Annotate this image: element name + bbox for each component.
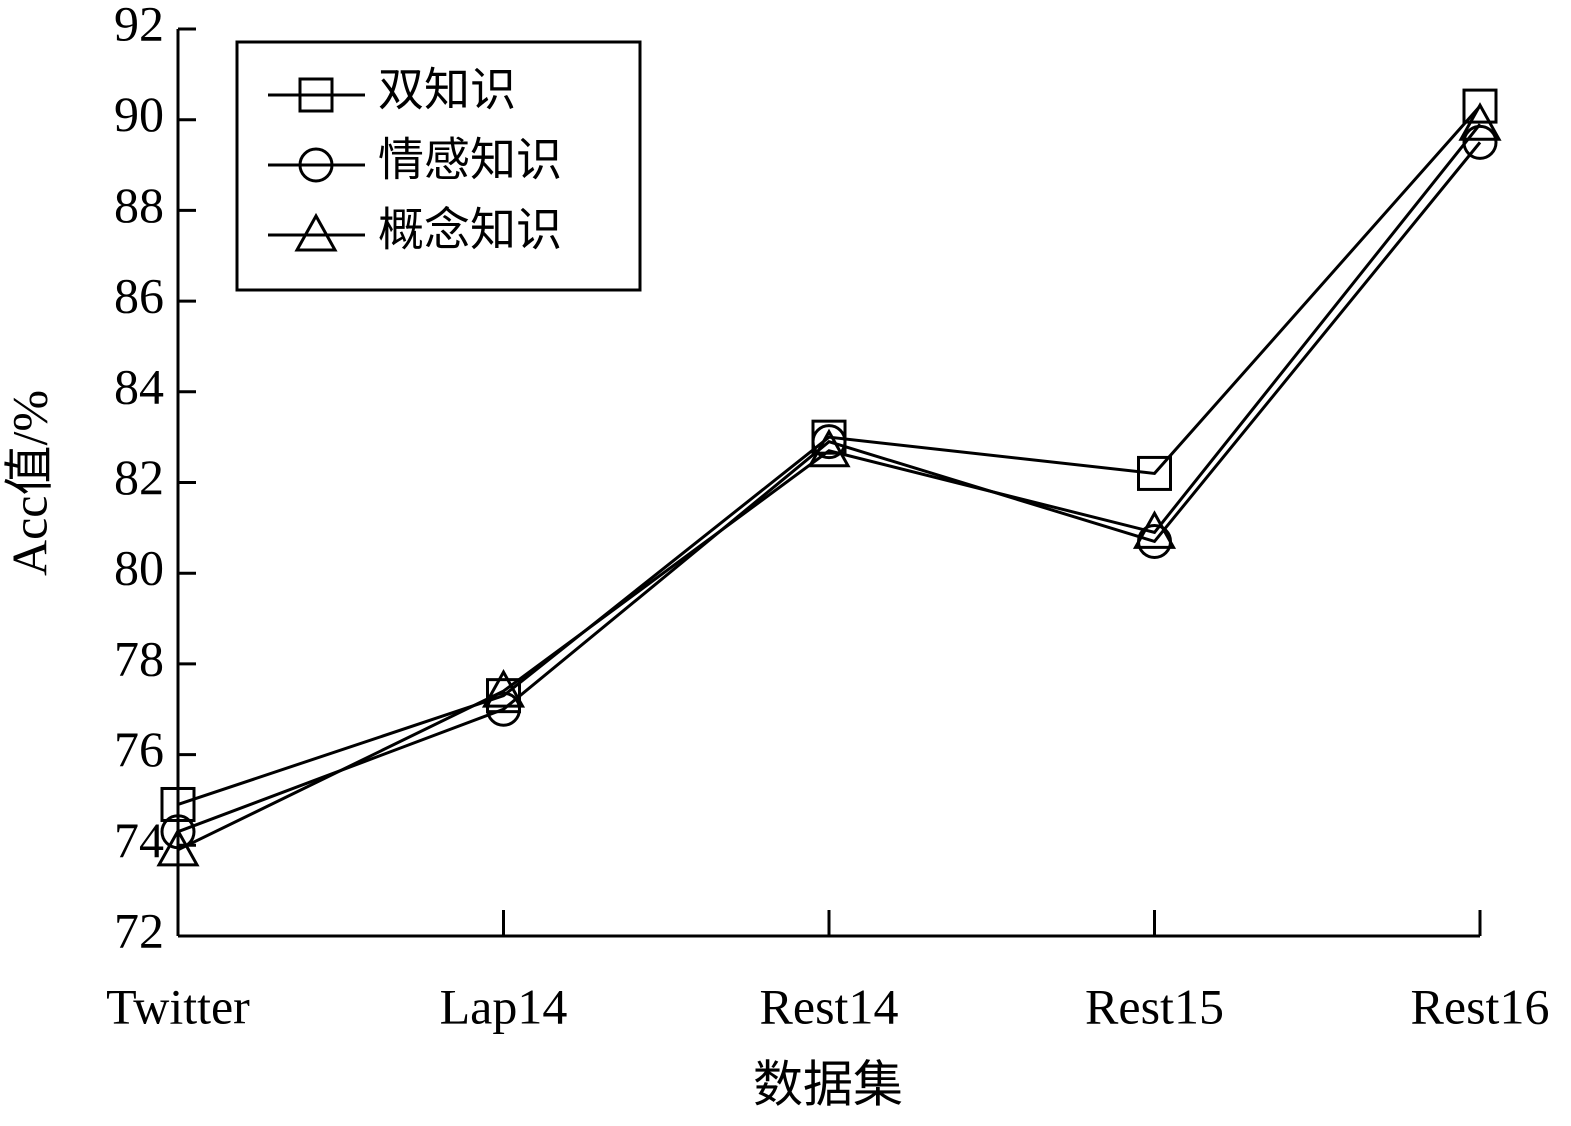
y-tick-label: 76	[114, 721, 164, 777]
marker	[1458, 102, 1502, 141]
marker	[160, 814, 196, 850]
x-tick-label: Lap14	[440, 978, 568, 1034]
marker	[481, 669, 526, 708]
x-tick-label: Rest15	[1085, 978, 1224, 1034]
legend-label: 概念知识	[378, 205, 562, 256]
marker	[298, 77, 334, 113]
marker	[1137, 455, 1172, 491]
y-tick-label: 82	[114, 449, 164, 505]
marker	[1132, 510, 1177, 549]
marker	[486, 691, 521, 727]
x-tick-label: Rest14	[760, 978, 899, 1034]
marker	[160, 786, 196, 822]
legend-label: 双知识	[378, 65, 516, 116]
y-tick-label: 88	[114, 177, 164, 233]
x-tick-label: Twitter	[106, 978, 250, 1034]
y-tick-label: 84	[114, 358, 164, 414]
series-line	[177, 123, 1482, 852]
marker	[811, 424, 847, 460]
y-tick-label: 86	[114, 268, 164, 324]
y-tick-label: 92	[114, 0, 164, 51]
legend-label: 情感知识	[378, 135, 562, 186]
marker	[156, 827, 200, 867]
marker	[298, 147, 334, 183]
x-axis-title: 数据集	[753, 1056, 903, 1112]
y-tick-label: 74	[114, 812, 164, 868]
y-tick-label: 90	[114, 86, 164, 142]
series-line	[177, 141, 1482, 834]
series-line	[177, 105, 1482, 806]
marker	[807, 428, 851, 468]
y-tick-label: 80	[114, 540, 164, 596]
y-tick-label: 72	[114, 902, 164, 958]
marker	[1462, 88, 1498, 124]
y-tick-label: 78	[114, 630, 164, 686]
marker	[294, 212, 338, 252]
y-axis-title: Acc值/%	[1, 390, 57, 576]
x-tick-label: Rest16	[1411, 978, 1550, 1034]
